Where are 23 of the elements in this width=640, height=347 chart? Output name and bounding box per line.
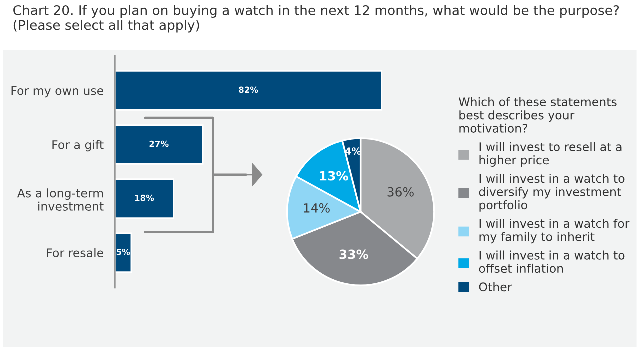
- data-label: 33%: [340, 250, 368, 260]
- data-label: 18%: [135, 194, 154, 202]
- legend-label: Other: [479, 282, 512, 292]
- bar: [115, 232, 132, 274]
- bar: [115, 178, 174, 219]
- legend-title: Which of these statements best describes your motivation?: [459, 97, 617, 133]
- data-label: 36%: [388, 187, 414, 197]
- legend-label: I will invest in a watch to diversify my investment portfolio: [479, 174, 625, 212]
- legend-label: I will invest to resell at a higher price: [480, 142, 622, 167]
- legend-label: I will invest in a watch for my family to inherit: [480, 219, 630, 244]
- data-label: 82%: [239, 86, 258, 94]
- y-tick-label: For resale: [47, 248, 104, 258]
- y-tick-label: For my own use: [12, 86, 104, 98]
- bar: [115, 124, 204, 165]
- legend-label: I will invest in a watch to offset inflation: [479, 250, 625, 274]
- data-label: 27%: [150, 140, 169, 148]
- y-tick-label: For a gift: [52, 140, 104, 152]
- bar: [115, 70, 383, 111]
- y-tick-label: As a long-term investment: [17, 188, 104, 211]
- data-label: 13%: [320, 171, 348, 181]
- data-label: 14%: [304, 203, 330, 213]
- chart-title: Chart 20. If you plan on buying a watch in the next 12 months, what would be the purpose? (Please select all that apply): [14, 5, 620, 33]
- data-label: 5%: [116, 248, 130, 256]
